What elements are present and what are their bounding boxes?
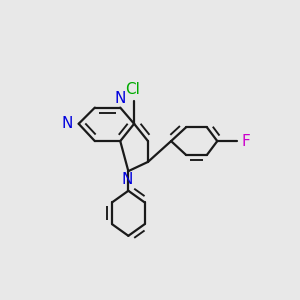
Text: N: N — [115, 92, 126, 106]
Text: Cl: Cl — [125, 82, 140, 97]
Text: F: F — [242, 134, 251, 148]
Text: N: N — [122, 172, 133, 187]
Text: N: N — [61, 116, 73, 131]
